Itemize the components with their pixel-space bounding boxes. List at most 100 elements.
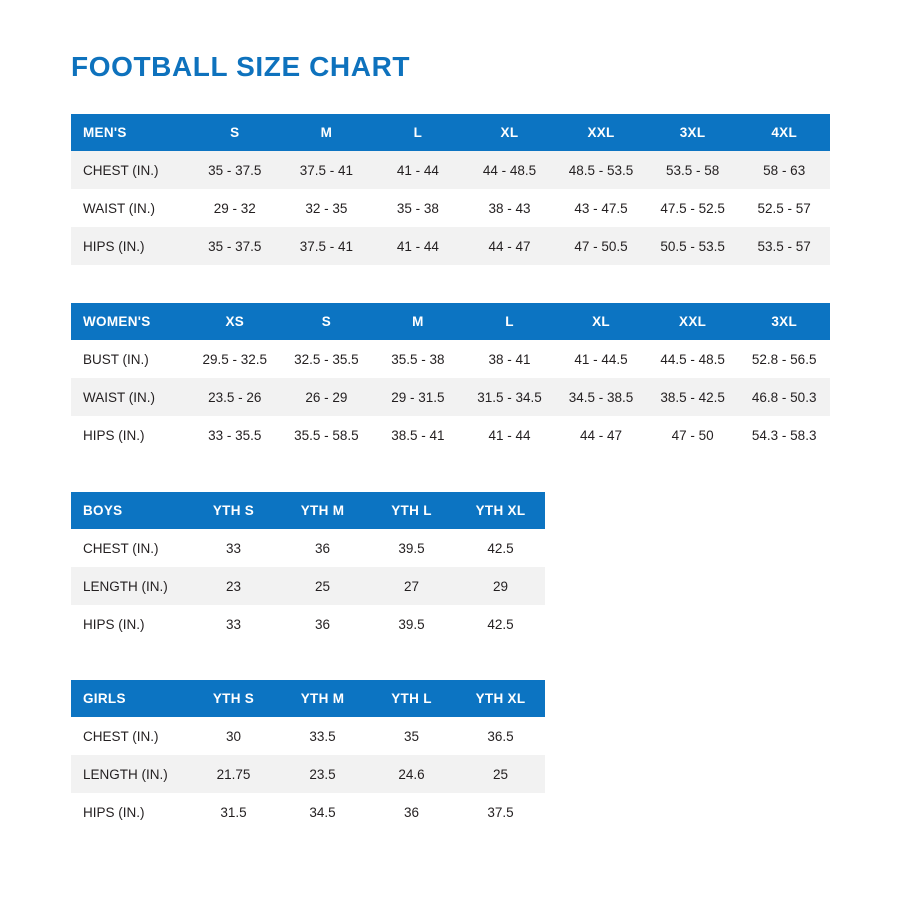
size-table-girls: GIRLS YTH S YTH M YTH L YTH XL CHEST (IN.) 30 3… xyxy=(71,680,545,831)
table-row: HIPS (IN.) 31.5 34.5 36 37.5 xyxy=(71,793,545,831)
column-header-size: YTH XL xyxy=(456,680,545,717)
measurement-value: 53.5 - 58 xyxy=(646,151,739,189)
measurement-value: 58 - 63 xyxy=(738,151,830,189)
measurement-value: 24.6 xyxy=(367,755,456,793)
page-title: FOOTBALL SIZE CHART xyxy=(71,51,411,82)
column-header-size: 3XL xyxy=(646,114,739,151)
measurement-value: 38 - 43 xyxy=(463,189,556,227)
column-header-size: XL xyxy=(463,114,556,151)
measurement-value: 38.5 - 41 xyxy=(372,416,464,454)
measurement-label: LENGTH (IN.) xyxy=(71,755,189,793)
measurement-value: 32 - 35 xyxy=(280,189,373,227)
measurement-value: 29 - 32 xyxy=(189,189,281,227)
measurement-value: 42.5 xyxy=(456,605,545,643)
column-header-size: M xyxy=(280,114,373,151)
column-header-size: YTH S xyxy=(189,680,278,717)
measurement-value: 33 xyxy=(189,529,278,567)
measurement-value: 44 - 47 xyxy=(463,227,556,265)
measurement-label: HIPS (IN.) xyxy=(71,416,189,454)
measurement-value: 30 xyxy=(189,717,278,755)
measurement-value: 44 - 48.5 xyxy=(463,151,556,189)
column-header-size: XXL xyxy=(646,303,739,340)
table-category-header: GIRLS xyxy=(71,680,189,717)
measurement-value: 35 - 37.5 xyxy=(189,227,281,265)
table-row: CHEST (IN.) 30 33.5 35 36.5 xyxy=(71,717,545,755)
measurement-label: BUST (IN.) xyxy=(71,340,189,378)
size-table-boys: BOYS YTH S YTH M YTH L YTH XL CHEST (IN.) 33 36… xyxy=(71,492,545,643)
measurement-label: CHEST (IN.) xyxy=(71,529,189,567)
measurement-value: 52.8 - 56.5 xyxy=(738,340,830,378)
table-row: HIPS (IN.) 33 36 39.5 42.5 xyxy=(71,605,545,643)
measurement-label: WAIST (IN.) xyxy=(71,378,189,416)
table-row: CHEST (IN.) 35 - 37.5 37.5 - 41 41 - 44 44 -… xyxy=(71,151,830,189)
column-header-size: YTH L xyxy=(367,492,456,529)
column-header-size: S xyxy=(189,114,281,151)
measurement-value: 46.8 - 50.3 xyxy=(738,378,830,416)
table-row: LENGTH (IN.) 23 25 27 29 xyxy=(71,567,545,605)
table-row: WAIST (IN.) 29 - 32 32 - 35 35 - 38 38 - 43 4… xyxy=(71,189,830,227)
size-table-mens: MEN'S S M L XL XXL 3XL 4XL CHEST (IN.) 35 - 37.5 3… xyxy=(71,114,830,265)
table-category-header: MEN'S xyxy=(71,114,189,151)
measurement-value: 31.5 - 34.5 xyxy=(463,378,556,416)
measurement-value: 41 - 44 xyxy=(372,151,464,189)
table-header-row: MEN'S S M L XL XXL 3XL 4XL xyxy=(71,114,830,151)
measurement-value: 53.5 - 57 xyxy=(738,227,830,265)
measurement-value: 34.5 xyxy=(278,793,367,831)
measurement-value: 29.5 - 32.5 xyxy=(189,340,281,378)
measurement-value: 34.5 - 38.5 xyxy=(555,378,647,416)
column-header-size: 4XL xyxy=(738,114,830,151)
measurement-value: 23.5 - 26 xyxy=(189,378,281,416)
measurement-label: HIPS (IN.) xyxy=(71,227,189,265)
measurement-label: CHEST (IN.) xyxy=(71,151,189,189)
column-header-size: YTH XL xyxy=(456,492,545,529)
measurement-value: 23 xyxy=(189,567,278,605)
measurement-value: 48.5 - 53.5 xyxy=(555,151,647,189)
table-row: LENGTH (IN.) 21.75 23.5 24.6 25 xyxy=(71,755,545,793)
table-category-header: WOMEN'S xyxy=(71,303,189,340)
table-category-header: BOYS xyxy=(71,492,189,529)
table-header-row: WOMEN'S XS S M L XL XXL 3XL xyxy=(71,303,830,340)
measurement-value: 35 - 37.5 xyxy=(189,151,281,189)
measurement-value: 37.5 - 41 xyxy=(280,151,373,189)
column-header-size: S xyxy=(280,303,373,340)
table-row: HIPS (IN.) 35 - 37.5 37.5 - 41 41 - 44 44 - … xyxy=(71,227,830,265)
measurement-value: 33.5 xyxy=(278,717,367,755)
measurement-value: 47 - 50.5 xyxy=(555,227,647,265)
measurement-label: HIPS (IN.) xyxy=(71,793,189,831)
measurement-value: 44 - 47 xyxy=(555,416,647,454)
table-row: HIPS (IN.) 33 - 35.5 35.5 - 58.5 38.5 - 41 4… xyxy=(71,416,830,454)
measurement-value: 44.5 - 48.5 xyxy=(646,340,739,378)
measurement-value: 50.5 - 53.5 xyxy=(646,227,739,265)
measurement-label: HIPS (IN.) xyxy=(71,605,189,643)
measurement-value: 32.5 - 35.5 xyxy=(280,340,373,378)
column-header-size: 3XL xyxy=(738,303,830,340)
measurement-value: 25 xyxy=(456,755,545,793)
measurement-value: 25 xyxy=(278,567,367,605)
column-header-size: M xyxy=(372,303,464,340)
measurement-value: 47.5 - 52.5 xyxy=(646,189,739,227)
measurement-value: 26 - 29 xyxy=(280,378,373,416)
column-header-size: L xyxy=(463,303,556,340)
measurement-value: 41 - 44 xyxy=(463,416,556,454)
column-header-size: XL xyxy=(555,303,647,340)
measurement-value: 37.5 xyxy=(456,793,545,831)
measurement-value: 33 - 35.5 xyxy=(189,416,281,454)
measurement-value: 38.5 - 42.5 xyxy=(646,378,739,416)
measurement-label: CHEST (IN.) xyxy=(71,717,189,755)
table-row: BUST (IN.) 29.5 - 32.5 32.5 - 35.5 35.5 - 3… xyxy=(71,340,830,378)
measurement-value: 36 xyxy=(367,793,456,831)
measurement-value: 41 - 44 xyxy=(372,227,464,265)
measurement-value: 37.5 - 41 xyxy=(280,227,373,265)
measurement-value: 41 - 44.5 xyxy=(555,340,647,378)
measurement-value: 29 xyxy=(456,567,545,605)
measurement-value: 35 - 38 xyxy=(372,189,464,227)
table-row: WAIST (IN.) 23.5 - 26 26 - 29 29 - 31.5 31.5… xyxy=(71,378,830,416)
measurement-value: 36 xyxy=(278,529,367,567)
column-header-size: L xyxy=(372,114,464,151)
measurement-value: 54.3 - 58.3 xyxy=(738,416,830,454)
measurement-value: 43 - 47.5 xyxy=(555,189,647,227)
measurement-value: 39.5 xyxy=(367,529,456,567)
measurement-value: 35 xyxy=(367,717,456,755)
measurement-value: 29 - 31.5 xyxy=(372,378,464,416)
